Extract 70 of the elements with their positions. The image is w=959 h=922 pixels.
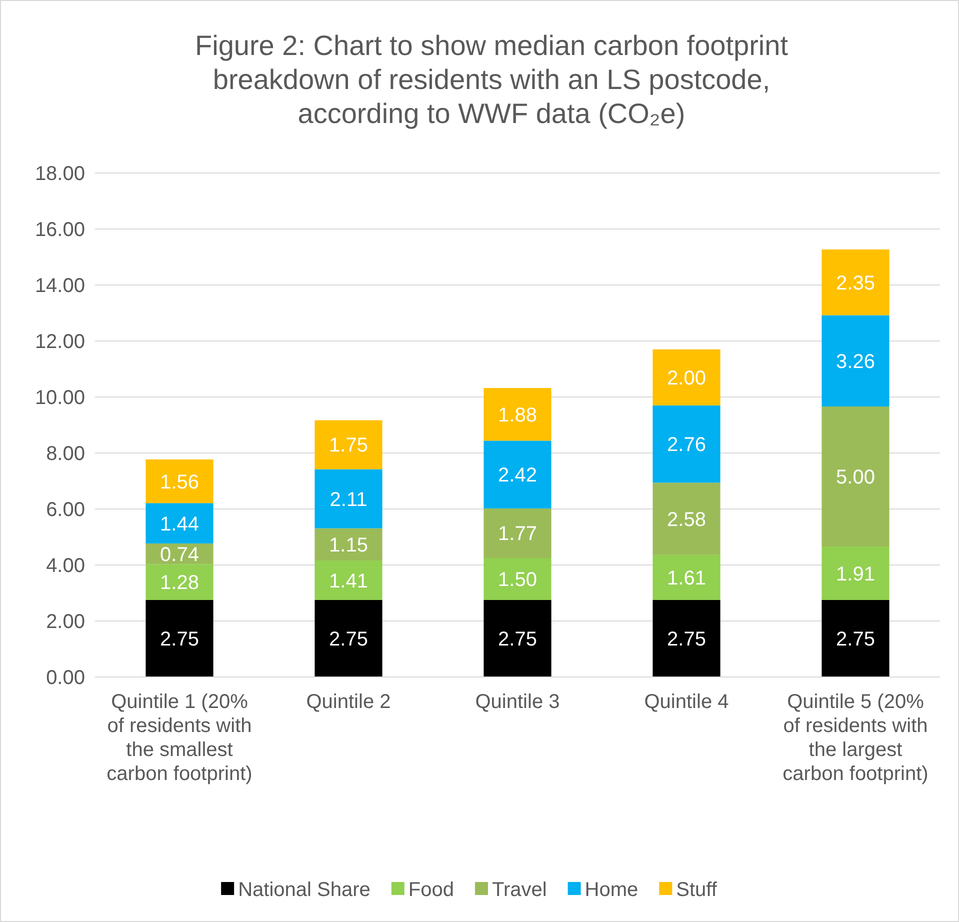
legend-label: Food (408, 879, 454, 901)
bar (314, 560, 382, 600)
data-label: 1.41 (329, 570, 368, 592)
x-tick-label: Quintile 3 (475, 691, 560, 713)
data-label: 1.50 (498, 569, 537, 591)
y-tick-label: 6.00 (46, 499, 85, 521)
data-label: 1.88 (498, 404, 537, 426)
data-label: 2.35 (836, 272, 875, 294)
data-label: 1.28 (160, 572, 199, 594)
y-tick-label: 0.00 (46, 667, 85, 689)
y-tick-label: 2.00 (46, 611, 85, 633)
data-label: 5.00 (836, 466, 875, 489)
bar (484, 600, 552, 677)
data-label: 2.75 (836, 628, 875, 650)
y-tick-label: 12.00 (34, 331, 85, 353)
data-label: 1.75 (329, 434, 368, 457)
bar (146, 600, 214, 677)
bar (484, 508, 552, 558)
bar (652, 482, 720, 555)
x-tick-label: Quintile 2 (306, 691, 391, 713)
bar (822, 600, 890, 677)
legend-label: Home (584, 879, 638, 901)
legend-label: National Share (238, 879, 370, 901)
y-tick-label: 18.00 (34, 163, 85, 185)
data-label: 2.76 (667, 434, 706, 456)
bar (822, 406, 890, 547)
data-label: 2.75 (329, 628, 368, 650)
legend-label: Stuff (676, 879, 718, 901)
y-tick-label: 8.00 (46, 443, 85, 465)
bar (146, 459, 214, 504)
data-label: 2.42 (498, 464, 537, 487)
data-label: 1.61 (667, 567, 706, 590)
data-label: 1.44 (160, 513, 199, 536)
x-tick-label: Quintile 4 (644, 691, 729, 713)
bar (484, 388, 552, 441)
y-tick-label: 16.00 (34, 219, 85, 241)
bar (314, 528, 382, 561)
data-label: 1.91 (836, 563, 875, 586)
bar (652, 405, 720, 483)
bar (314, 420, 382, 470)
bar (314, 469, 382, 528)
data-label: 0.74 (160, 544, 199, 566)
bar (652, 554, 720, 600)
data-label: 1.77 (498, 523, 537, 546)
x-tick-label: Quintile 1 (20% of residents with the smallest carbon footprint) (106, 691, 252, 785)
bar (822, 249, 890, 316)
bar (484, 558, 552, 600)
x-tick-label: Quintile 5 (20% of residents with the largest carbon footprint) (782, 691, 928, 785)
data-label: 2.11 (330, 488, 368, 511)
data-label: 1.15 (329, 534, 368, 556)
bar (484, 440, 552, 508)
data-label: 1.56 (160, 471, 199, 494)
bar (652, 600, 720, 677)
data-label: 2.00 (667, 367, 706, 390)
bar (822, 315, 890, 407)
data-label: 2.58 (667, 508, 706, 531)
bar (314, 600, 382, 677)
bar (146, 564, 214, 600)
data-label: 3.26 (836, 350, 875, 373)
bar (146, 503, 214, 544)
y-tick-label: 4.00 (46, 555, 85, 577)
bar (822, 546, 890, 600)
data-label: 2.75 (667, 628, 706, 650)
chart-title: Figure 2: Chart to show median carbon footprint breakdown of residents with an LS postcode, according to WWF data (CO₂e) (195, 30, 788, 129)
data-label: 2.75 (498, 628, 537, 650)
bar (652, 349, 720, 406)
y-tick-label: 10.00 (34, 387, 85, 409)
y-tick-label: 14.00 (34, 275, 85, 297)
legend-label: Travel (492, 879, 547, 901)
data-label: 2.75 (160, 628, 199, 650)
